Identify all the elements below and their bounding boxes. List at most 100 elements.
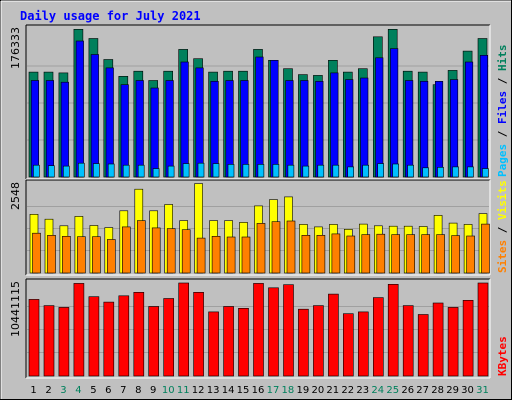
- bar-kbytes-15: [238, 307, 249, 377]
- bar-files-2: [45, 80, 55, 178]
- bar-sites-29: [451, 235, 460, 274]
- bar-kbytes-13: [208, 311, 219, 377]
- bar-files-7: [120, 84, 129, 178]
- x-tick-15: 15: [237, 385, 250, 396]
- bar-pages-29: [452, 166, 459, 178]
- bar-sites-28: [436, 234, 445, 274]
- x-tick-9: 9: [150, 385, 156, 396]
- bar-files-27: [420, 81, 429, 178]
- bar-files-19: [300, 80, 309, 178]
- x-tick-30: 30: [461, 385, 474, 396]
- bar-pages-27: [422, 167, 429, 178]
- bar-kbytes-4: [73, 283, 85, 377]
- bar-pages-14: [227, 164, 235, 178]
- bar-kbytes-6: [103, 301, 115, 377]
- x-tick-20: 20: [312, 385, 325, 396]
- bar-files-8: [135, 80, 144, 178]
- bar-sites-16: [256, 223, 266, 274]
- series-kbytes: [28, 282, 489, 377]
- bar-pages-6: [107, 163, 115, 178]
- bar-sites-18: [286, 220, 296, 274]
- x-tick-21: 21: [326, 385, 339, 396]
- bar-files-9: [150, 87, 159, 178]
- bar-kbytes-19: [298, 308, 309, 377]
- bar-files-30: [464, 61, 474, 178]
- bar-pages-15: [242, 164, 250, 178]
- x-tick-22: 22: [341, 385, 354, 396]
- bar-files-26: [405, 80, 414, 178]
- bar-sites-9: [151, 227, 161, 274]
- x-tick-23: 23: [356, 385, 369, 396]
- x-tick-25: 25: [386, 385, 399, 396]
- bar-pages-26: [407, 164, 414, 178]
- bar-kbytes-21: [328, 293, 339, 377]
- bar-sites-26: [406, 234, 416, 274]
- bar-sites-19: [301, 235, 311, 274]
- legend-separator: /: [496, 71, 509, 91]
- x-tick-4: 4: [75, 385, 81, 396]
- bar-sites-23: [361, 234, 371, 274]
- bar-kbytes-25: [387, 283, 399, 377]
- bar-kbytes-23: [357, 311, 369, 377]
- bar-files-20: [315, 81, 324, 178]
- bar-kbytes-14: [223, 306, 234, 377]
- bar-sites-5: [92, 236, 101, 274]
- bar-kbytes-11: [178, 282, 189, 377]
- bar-sites-24: [376, 233, 386, 274]
- bar-sites-27: [421, 234, 431, 274]
- panel-middle: 2548 Sites / Visits: [9, 179, 509, 276]
- bar-sites-21: [331, 233, 341, 274]
- bar-pages-16: [257, 164, 265, 178]
- legend-entry-kbytes: KBytes: [496, 336, 509, 376]
- legend-entry-sites: Sites: [496, 240, 509, 273]
- x-tick-2: 2: [45, 385, 51, 396]
- bar-kbytes-30: [462, 299, 474, 377]
- x-tick-31: 31: [476, 385, 489, 396]
- x-tick-12: 12: [192, 385, 205, 396]
- bar-sites-31: [481, 223, 490, 274]
- bar-files-15: [240, 80, 249, 178]
- bar-files-31: [479, 54, 489, 178]
- bar-kbytes-9: [148, 306, 159, 377]
- bar-sites-11: [181, 229, 191, 274]
- bar-pages-17: [272, 164, 280, 178]
- legend-entry-visits: Visits: [496, 180, 509, 220]
- x-tick-10: 10: [162, 385, 175, 396]
- bar-pages-24: [377, 163, 385, 178]
- x-tick-16: 16: [252, 385, 265, 396]
- x-tick-labels: 1 2 3 4 5 6 7 8 9 10 11 12 13 14 15 16 17 18 19 20 21 22 23 24 2…: [30, 385, 489, 396]
- bar-files-10: [165, 80, 174, 178]
- bar-sites-2: [47, 235, 56, 274]
- x-tick-8: 8: [135, 385, 141, 396]
- bar-kbytes-5: [88, 296, 100, 377]
- bar-sites-4: [77, 236, 86, 274]
- bar-files-3: [60, 81, 69, 178]
- bar-sites-10: [166, 228, 176, 274]
- bar-kbytes-7: [118, 295, 130, 377]
- legend-entry-hits: Hits: [496, 45, 509, 72]
- y-max-label-middle: 2548: [9, 182, 22, 210]
- x-tick-3: 3: [60, 385, 66, 396]
- bar-pages-4: [78, 162, 85, 178]
- bar-pages-13: [212, 163, 220, 178]
- bar-kbytes-26: [402, 305, 414, 377]
- series-sites: [32, 220, 490, 274]
- bar-kbytes-3: [58, 307, 70, 377]
- bar-pages-23: [362, 164, 370, 178]
- x-tick-26: 26: [401, 385, 414, 396]
- x-tick-14: 14: [222, 385, 235, 396]
- y-max-label-bottom: 10441115: [9, 281, 22, 337]
- bar-pages-3: [62, 165, 70, 178]
- bar-pages-10: [167, 165, 175, 178]
- x-tick-18: 18: [282, 385, 295, 396]
- bar-sites-1: [32, 232, 41, 274]
- bar-sites-12: [196, 237, 206, 274]
- bar-pages-8: [137, 164, 145, 178]
- bar-sites-14: [226, 236, 236, 274]
- bar-pages-9: [152, 168, 160, 178]
- bar-kbytes-28: [432, 302, 444, 377]
- bar-sites-6: [107, 239, 116, 274]
- bar-pages-7: [122, 164, 130, 178]
- bar-pages-20: [317, 164, 325, 178]
- bar-files-4: [75, 40, 84, 178]
